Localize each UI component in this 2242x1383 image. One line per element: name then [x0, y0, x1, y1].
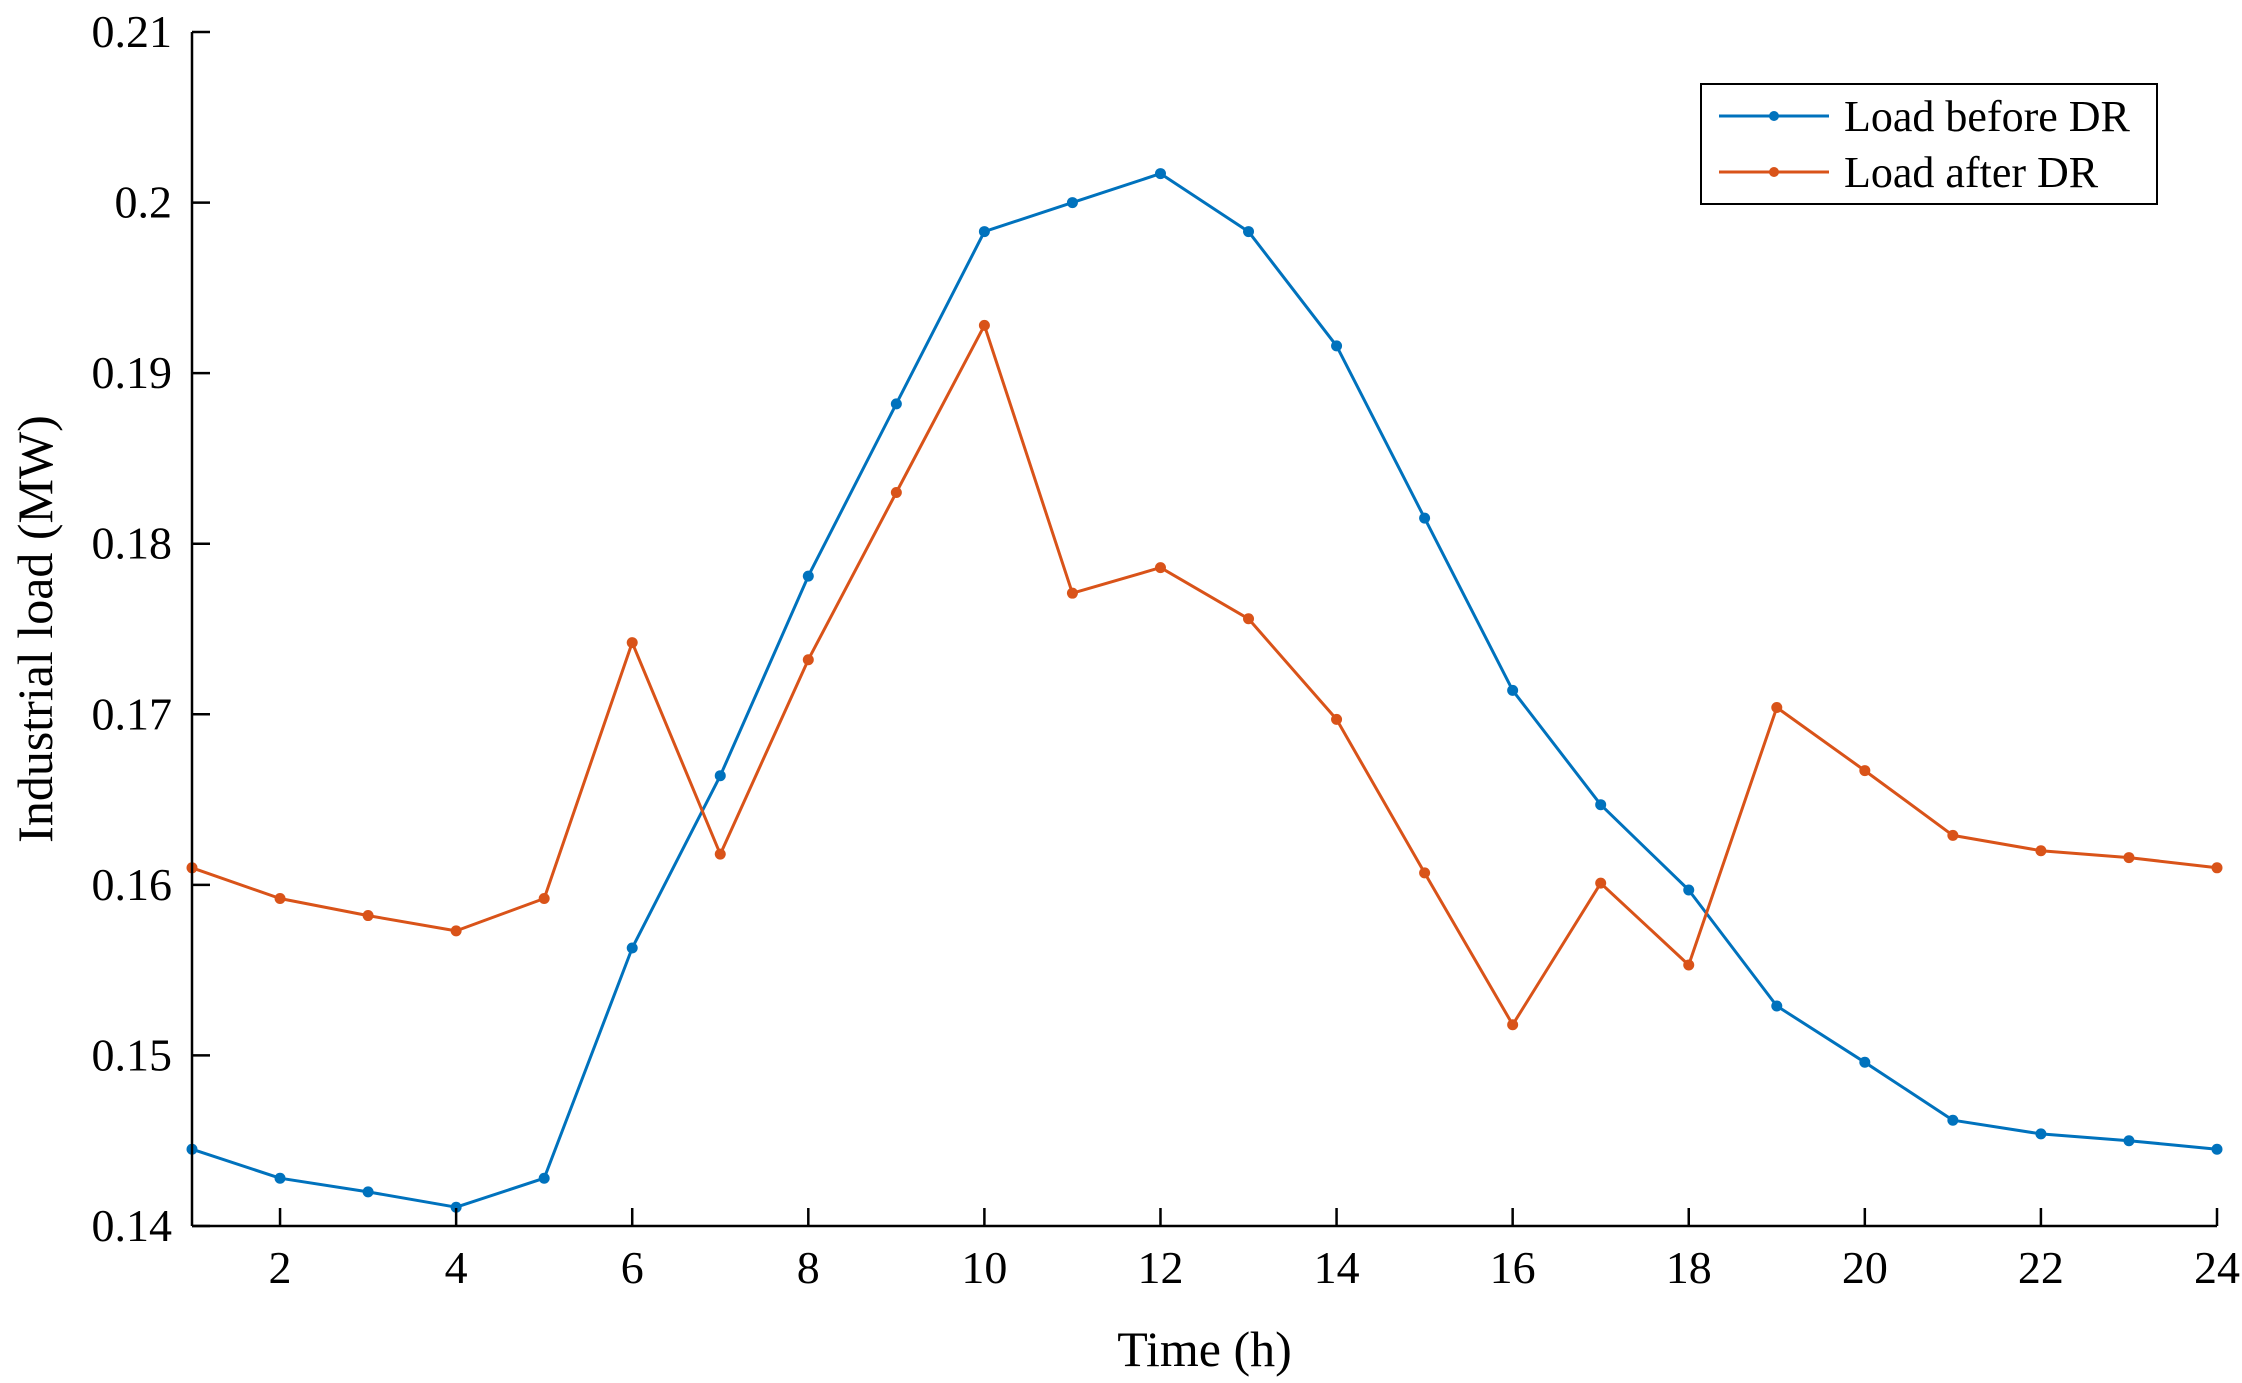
- data-point: [2211, 1143, 2223, 1155]
- x-tick-label: 8: [797, 1242, 820, 1293]
- x-tick-label: 20: [1842, 1242, 1888, 1293]
- data-point: [1154, 562, 1166, 574]
- data-point: [1331, 340, 1343, 352]
- y-tick-label: 0.21: [92, 6, 173, 57]
- data-point: [626, 637, 638, 649]
- legend-marker-before: [1769, 111, 1779, 121]
- legend-label-after: Load after DR: [1844, 148, 2099, 197]
- data-point: [362, 1186, 374, 1198]
- x-tick-label: 2: [269, 1242, 292, 1293]
- x-tick-label: 10: [961, 1242, 1007, 1293]
- y-tick-label: 0.2: [115, 177, 173, 228]
- x-tick-label: 22: [2018, 1242, 2064, 1293]
- data-point: [362, 910, 374, 922]
- series-layer: [186, 168, 2223, 1213]
- legend-entry-before: Load before DR: [1719, 92, 2131, 141]
- y-tick-label: 0.17: [92, 688, 173, 739]
- data-point: [1595, 877, 1607, 889]
- data-point: [1683, 884, 1695, 896]
- data-point: [1947, 1114, 1959, 1126]
- legend-label-before: Load before DR: [1844, 92, 2131, 141]
- data-point: [1154, 168, 1166, 180]
- data-point: [1243, 613, 1255, 625]
- data-point: [1771, 701, 1783, 713]
- y-tick-label: 0.18: [92, 518, 173, 569]
- data-point: [1595, 799, 1607, 811]
- y-axis-title: Industrial load (MW): [7, 415, 63, 843]
- data-point: [538, 893, 550, 905]
- x-tick-label: 6: [621, 1242, 644, 1293]
- data-point: [450, 1201, 462, 1213]
- data-point: [2035, 845, 2047, 857]
- data-point: [1859, 1056, 1871, 1068]
- data-point: [978, 319, 990, 331]
- data-point: [1507, 1019, 1519, 1031]
- data-point: [1243, 226, 1255, 238]
- x-tick-label: 12: [1137, 1242, 1183, 1293]
- axes-layer: 0.140.150.160.170.180.190.20.212 4 6 8 10 12 1…: [92, 6, 2241, 1293]
- data-point: [1419, 867, 1431, 879]
- legend-entry-after: Load after DR: [1719, 148, 2099, 197]
- data-point: [1507, 684, 1519, 696]
- data-point: [802, 570, 814, 582]
- data-point: [626, 942, 638, 954]
- y-tick-label: 0.19: [92, 347, 173, 398]
- x-tick-label: 24: [2194, 1242, 2240, 1293]
- data-point: [1771, 1000, 1783, 1012]
- data-point: [2035, 1128, 2047, 1140]
- x-tick-label: 16: [1490, 1242, 1536, 1293]
- legend-marker-after: [1769, 167, 1779, 177]
- data-point: [538, 1172, 550, 1184]
- data-point: [978, 226, 990, 238]
- data-point: [890, 398, 902, 410]
- data-point: [802, 654, 814, 666]
- y-tick-label: 0.16: [92, 859, 173, 910]
- y-tick-label: 0.15: [92, 1029, 173, 1080]
- data-point: [1066, 587, 1078, 599]
- data-point: [1859, 765, 1871, 777]
- data-point: [450, 925, 462, 937]
- data-point: [2123, 852, 2135, 864]
- x-tick-label: 4: [445, 1242, 468, 1293]
- data-point: [1066, 197, 1078, 209]
- x-tick-label: 14: [1314, 1242, 1360, 1293]
- legend: Load before DR Load after DR: [1700, 83, 2158, 205]
- y-tick-label: 0.14: [92, 1200, 173, 1251]
- data-point: [890, 487, 902, 499]
- x-axis-title: Time (h): [1117, 1321, 1292, 1377]
- series-line-0: [191, 172, 2218, 1209]
- data-point: [1947, 829, 1959, 841]
- data-point: [714, 770, 726, 782]
- data-point: [2123, 1135, 2135, 1147]
- legend-box: [1700, 83, 2158, 205]
- data-point: [274, 893, 286, 905]
- data-point: [714, 848, 726, 860]
- data-point: [1683, 959, 1695, 971]
- data-point: [274, 1172, 286, 1184]
- data-point: [1331, 713, 1343, 725]
- series-line-1: [191, 323, 2218, 1027]
- x-tick-label: 18: [1666, 1242, 1712, 1293]
- data-point: [1419, 512, 1431, 524]
- data-point: [2211, 862, 2223, 874]
